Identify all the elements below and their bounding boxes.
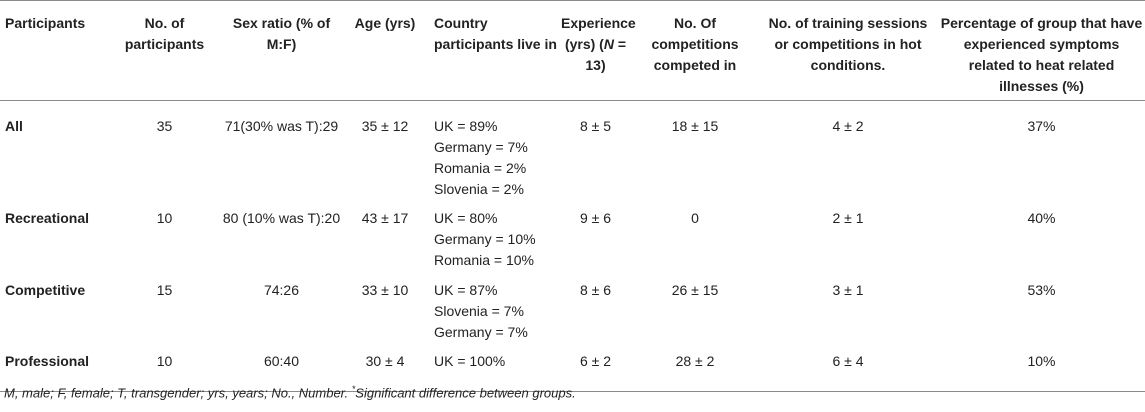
country-line: UK = 89% (434, 118, 498, 134)
country-line: Slovenia = 2% (434, 181, 524, 197)
header-heat-illness: Percentage of group that have experience… (940, 15, 1143, 94)
cell-age: 33 ± 10 (361, 282, 409, 298)
header-sex-ratio: Sex ratio (% of M:F) (232, 15, 331, 52)
cell-n: 15 (156, 282, 173, 298)
cell-hot-sessions: 6 ± 4 (832, 353, 864, 369)
cell-hot-sessions: 2 ± 1 (832, 210, 864, 226)
cell-group: All (5, 118, 23, 134)
cell-age: 35 ± 12 (361, 118, 409, 134)
header-no-of-participants: No. of participants (124, 15, 205, 52)
header-competitions: No. Of competitions competed in (651, 15, 739, 73)
country-line: Slovenia = 7% (434, 303, 524, 319)
cell-age: 43 ± 17 (361, 210, 409, 226)
cell-sex-ratio: 71(30% was T):29 (224, 118, 339, 134)
table-footnote: M, male; F, female; T, transgender; yrs,… (4, 384, 576, 400)
cell-n: 10 (156, 210, 173, 226)
country-line: Germany = 7% (434, 324, 528, 340)
cell-competitions: 26 ± 15 (671, 282, 719, 298)
cell-countries: UK = 80% Germany = 10% Romania = 10% (426, 200, 559, 272)
country-line: Germany = 10% (434, 231, 536, 247)
footnote-significance: Significant difference between groups. (355, 385, 576, 401)
header-country: Country participants live in (434, 15, 557, 52)
cell-competitions: 0 (691, 210, 699, 226)
cell-hot-sessions: 3 ± 1 (832, 282, 864, 298)
cell-sex-ratio: 60:40 (263, 353, 300, 369)
cell-countries: UK = 87% Slovenia = 7% Germany = 7% (426, 272, 559, 343)
cell-n: 10 (156, 353, 173, 369)
cell-experience: 8 ± 6 (579, 282, 612, 298)
cell-sex-ratio: 74:26 (263, 282, 300, 298)
cell-sex-ratio: 80 (10% was T):20 (222, 210, 341, 226)
header-hot-sessions: No. of training sessions or competitions… (768, 15, 928, 73)
table-row: Competitive 15 74:26 33 ± 10 UK = 87% Sl… (0, 272, 1145, 343)
footnote-abbreviations: M, male; F, female; T, transgender; yrs,… (4, 385, 349, 401)
cell-countries: UK = 100% (426, 343, 559, 391)
cell-hot-sessions: 4 ± 2 (832, 118, 864, 134)
table-row: All 35 71(30% was T):29 35 ± 12 UK = 89%… (0, 101, 1145, 201)
cell-age: 30 ± 4 (365, 353, 405, 369)
cell-n: 35 (156, 118, 173, 134)
country-line: UK = 87% (434, 282, 498, 298)
header-experience: Experience (yrs) (N = 13) (561, 15, 636, 73)
cell-countries: UK = 89% Germany = 7% Romania = 2% Slove… (426, 101, 559, 201)
country-line: Romania = 2% (434, 160, 527, 176)
cell-group: Competitive (5, 282, 86, 298)
table-row: Professional 10 60:40 30 ± 4 UK = 100% 6… (0, 343, 1145, 391)
header-participants: Participants (5, 15, 86, 31)
participant-characteristics-table: Participants No. of participants Sex rat… (0, 0, 1145, 391)
country-line: UK = 80% (434, 210, 498, 226)
cell-group: Professional (5, 353, 90, 369)
cell-heat-illness: 40% (1027, 210, 1056, 226)
cell-heat-illness: 53% (1027, 282, 1056, 298)
footnote-marker: * (351, 384, 356, 394)
country-line: UK = 100% (434, 353, 506, 369)
table-header-row: Participants No. of participants Sex rat… (0, 0, 1145, 101)
cell-experience: 6 ± 2 (579, 353, 612, 369)
cell-competitions: 18 ± 15 (671, 118, 719, 134)
cell-experience: 8 ± 5 (579, 118, 612, 134)
cell-competitions: 28 ± 2 (675, 353, 715, 369)
country-line: Germany = 7% (434, 139, 528, 155)
header-age: Age (yrs) (354, 15, 416, 31)
cell-experience: 9 ± 6 (579, 210, 612, 226)
cell-group: Recreational (5, 210, 90, 226)
country-line: Romania = 10% (434, 252, 535, 268)
cell-heat-illness: 37% (1027, 118, 1056, 134)
table-row: Recreational 10 80 (10% was T):20 43 ± 1… (0, 200, 1145, 272)
cell-heat-illness: 10% (1027, 353, 1056, 369)
